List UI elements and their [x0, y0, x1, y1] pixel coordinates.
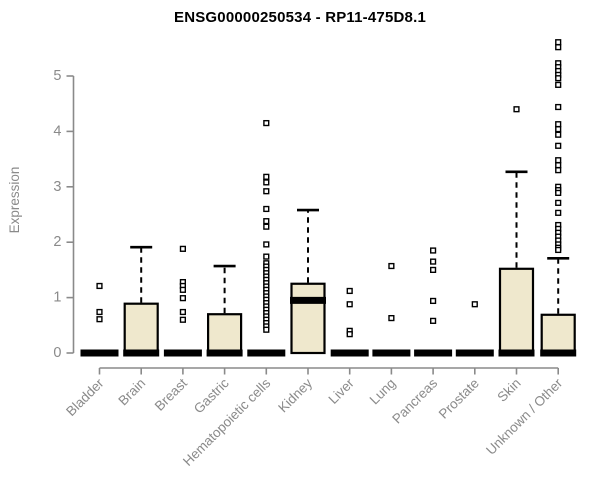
zero-bar: [414, 349, 453, 357]
outlier-point: [263, 205, 270, 213]
x-tick-label: Kidney: [275, 375, 315, 415]
outlier-point: [555, 162, 562, 169]
outlier-point: [555, 44, 562, 51]
box-group-hematopoietic-cells: [247, 119, 286, 357]
zero-bar: [330, 349, 369, 357]
outlier-point: [179, 286, 187, 293]
outlier-point: [513, 106, 520, 113]
median-line: [206, 349, 243, 357]
outlier-point: [388, 262, 395, 270]
outlier-point: [555, 103, 562, 111]
x-tick-label: Pancreas: [389, 375, 440, 426]
outlier-point: [346, 331, 353, 338]
y-tick-label: 1: [53, 290, 61, 306]
outlier-point: [263, 173, 270, 180]
outlier-point: [555, 81, 562, 88]
y-tick-label: 4: [53, 123, 61, 139]
outlier-point: [555, 131, 562, 138]
median-line: [123, 349, 160, 357]
median-line: [540, 349, 577, 357]
outlier-point: [179, 308, 187, 316]
outlier-point: [96, 308, 103, 316]
x-tick-label: Bladder: [63, 375, 107, 419]
outlier-point: [179, 295, 187, 302]
box-rect: [290, 282, 326, 355]
y-tick-label: 5: [53, 68, 61, 84]
outlier-point: [263, 188, 270, 195]
box-group-brain: [123, 245, 160, 357]
outlier-point: [430, 317, 437, 324]
zero-bar: [247, 349, 286, 357]
outlier-point: [555, 167, 562, 174]
zero-bar: [455, 349, 494, 357]
box-group-breast: [163, 245, 202, 357]
x-tick-label: Gastric: [191, 375, 232, 416]
outlier-point: [430, 258, 437, 265]
median-line: [498, 349, 535, 357]
box-rect: [123, 302, 159, 355]
box-group-prostate: [455, 301, 494, 357]
outlier-point: [263, 218, 270, 225]
outlier-point: [430, 266, 437, 274]
box-group-pancreas: [414, 247, 453, 357]
box-rect: [540, 313, 576, 355]
outlier-point: [388, 314, 395, 322]
x-tick-label: Skin: [494, 376, 523, 405]
outlier-point: [555, 75, 562, 82]
y-tick-label: 3: [53, 179, 61, 195]
box-rect: [207, 313, 243, 355]
x-tick-label: Prostate: [436, 376, 482, 422]
box-rect: [498, 267, 535, 355]
outlier-point: [346, 301, 353, 308]
zero-bar: [372, 349, 411, 357]
box-group-gastric: [206, 264, 243, 357]
outlier-point: [555, 246, 562, 254]
outlier-point: [179, 245, 187, 252]
outlier-point: [555, 39, 562, 46]
box-group-lung: [372, 262, 411, 357]
outlier-point: [263, 241, 270, 248]
outlier-point: [555, 157, 562, 164]
outlier-point: [555, 142, 562, 149]
outlier-point: [555, 199, 562, 206]
outlier-point: [471, 301, 478, 308]
outlier-point: [263, 179, 270, 186]
outlier-point: [179, 316, 187, 323]
y-axis: 0 1 2 3 4 5: [53, 68, 75, 361]
outlier-point: [555, 121, 562, 128]
y-axis-label: Expression: [7, 166, 22, 234]
outlier-point: [555, 209, 562, 216]
outlier-point: [263, 326, 270, 333]
y-tick-label: 0: [53, 345, 61, 361]
x-tick-label: Brain: [115, 376, 148, 409]
outlier-point: [555, 189, 562, 196]
outlier-point: [430, 297, 437, 305]
box-group-skin: [498, 106, 535, 357]
outlier-point: [346, 287, 353, 295]
chart-title: ENSG00000250534 - RP11-475D8.1: [173, 9, 426, 26]
outlier-point: [96, 316, 103, 323]
outlier-point: [263, 223, 270, 230]
x-tick-label: Breast: [152, 375, 190, 413]
x-tick-label: Unknown / Other: [483, 375, 566, 458]
x-tick-label: Lung: [367, 376, 399, 408]
y-tick-label: 2: [53, 234, 61, 250]
outlier-point: [430, 247, 437, 254]
x-tick-label: Liver: [326, 375, 358, 407]
outlier-point: [263, 253, 270, 260]
box-group-unknown-other: [540, 39, 577, 357]
outlier-point: [263, 119, 270, 127]
zero-bar: [80, 349, 119, 357]
box-group-bladder: [80, 282, 119, 357]
box-group-liver: [330, 287, 369, 357]
outlier-point: [96, 282, 103, 290]
zero-bar: [163, 349, 202, 357]
box-group-kidney: [290, 208, 326, 355]
outlier-point: [555, 126, 562, 133]
median-line: [290, 296, 326, 304]
